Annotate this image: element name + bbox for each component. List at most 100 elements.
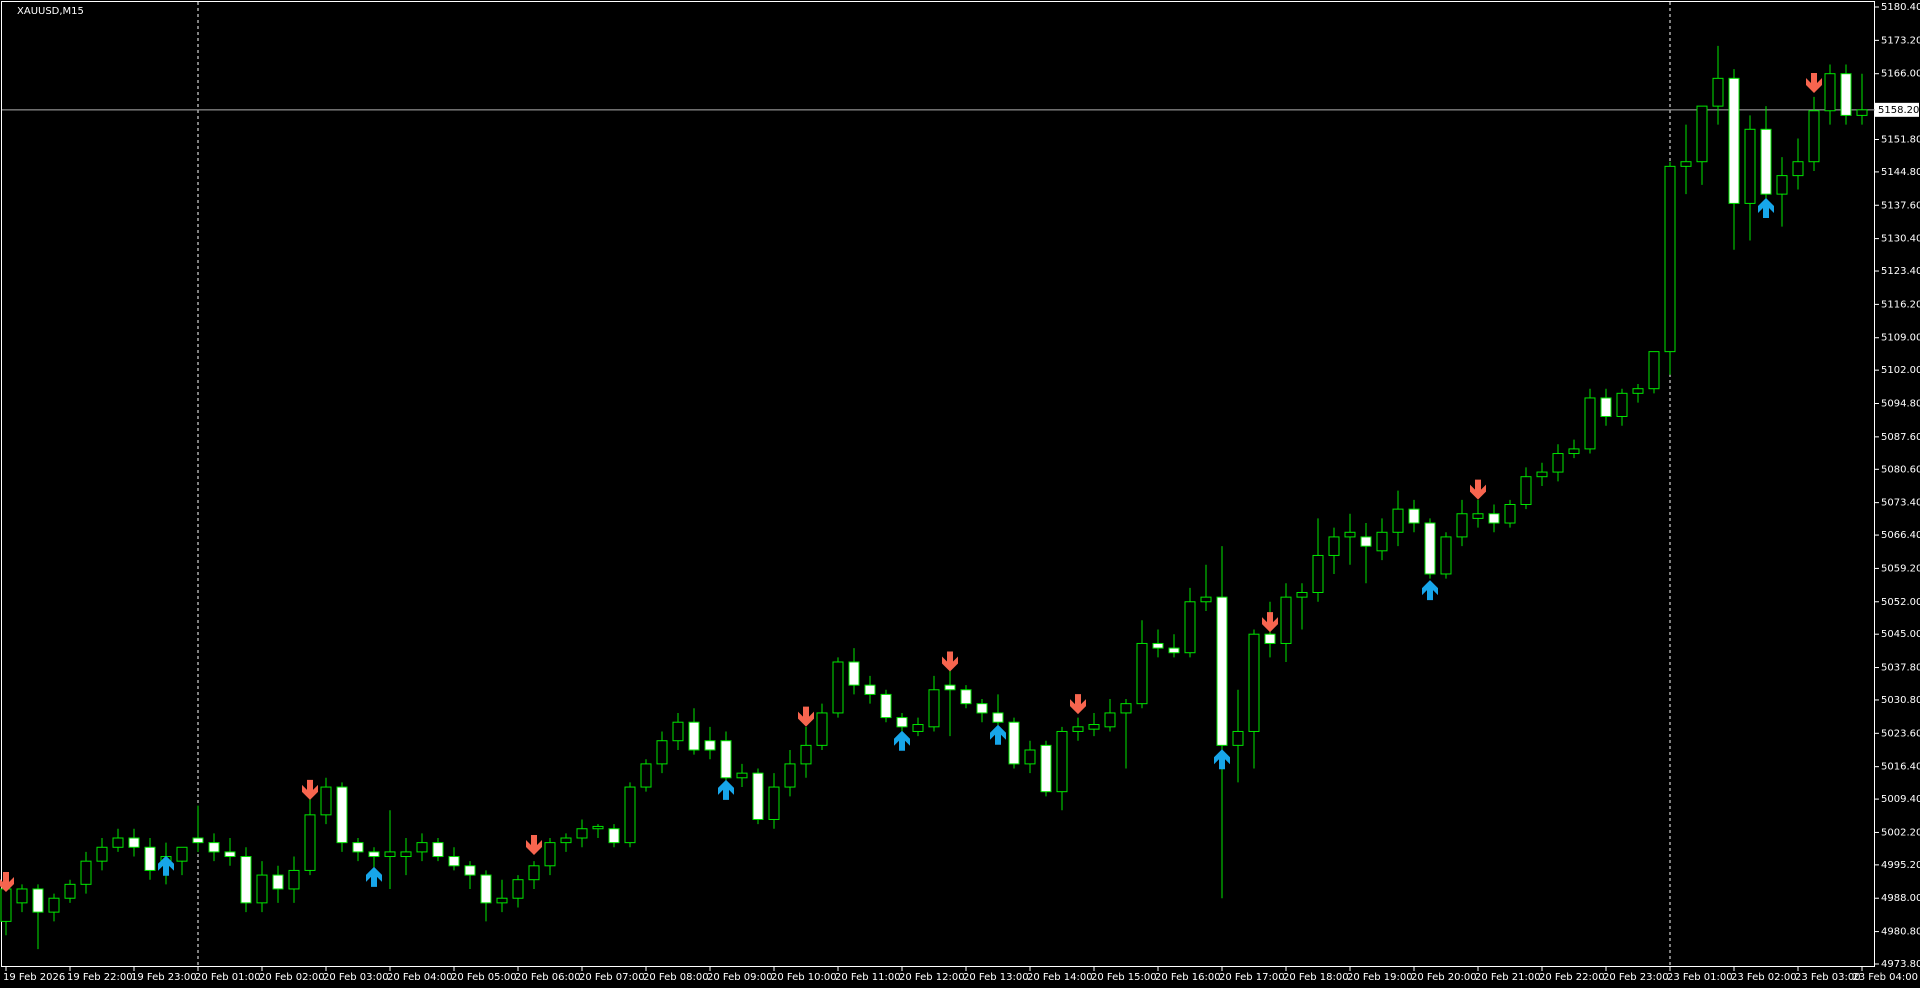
candle-body — [1456, 513, 1468, 538]
candle-body — [1584, 397, 1596, 450]
y-tick-label: 5030.80 — [1881, 695, 1920, 706]
candle-body — [1520, 476, 1532, 505]
x-tick-label: 23 Feb 03:00 — [1795, 972, 1861, 983]
candle-body — [752, 772, 764, 820]
buy-arrow — [718, 779, 734, 800]
buy-arrow — [158, 855, 174, 876]
candle-body — [1056, 730, 1068, 793]
y-tick-label: 5073.40 — [1881, 498, 1920, 509]
candle-body — [880, 693, 892, 719]
y-tick-label: 5094.80 — [1881, 399, 1920, 410]
candle-body — [1712, 77, 1724, 107]
candle-body — [1040, 744, 1052, 793]
candle-body — [176, 846, 188, 862]
sell-arrow — [1070, 694, 1086, 715]
candle-body — [640, 763, 652, 788]
y-tick-label: 5087.60 — [1881, 432, 1920, 443]
candle-body — [768, 786, 780, 820]
candle-body — [1088, 724, 1100, 730]
candle-body — [1680, 161, 1692, 167]
candle-body — [608, 828, 620, 844]
candle-body — [64, 883, 76, 899]
candle-body — [32, 888, 44, 913]
candle-body — [944, 684, 956, 691]
current-price-box — [1875, 102, 1919, 117]
candle-body — [896, 717, 908, 728]
candle-body — [1776, 175, 1788, 195]
candle-body — [1856, 109, 1868, 116]
buy-arrow — [1758, 198, 1774, 219]
candle-body — [80, 860, 92, 885]
y-tick-label: 5144.80 — [1881, 167, 1920, 178]
candle-body — [256, 874, 268, 904]
candle-body — [960, 689, 972, 705]
y-tick-label: 5052.00 — [1881, 597, 1920, 608]
x-tick-label: 20 Feb 04:00 — [387, 972, 453, 983]
chart-title: XAUUSD,M15 — [17, 6, 84, 17]
candle-body — [288, 869, 300, 890]
candle-body — [1824, 73, 1836, 112]
y-tick-label: 5137.60 — [1881, 200, 1920, 211]
candle-body — [1760, 128, 1772, 195]
candle-body — [832, 661, 844, 714]
candle-body — [208, 842, 220, 853]
candle-body — [1536, 471, 1548, 478]
candle-body — [1664, 165, 1676, 353]
candle-body — [352, 842, 364, 853]
candle-body — [1280, 596, 1292, 644]
y-tick-label: 5151.80 — [1881, 134, 1920, 145]
candle-body — [0, 888, 12, 922]
candle-body — [496, 897, 508, 904]
candle-body — [1360, 536, 1372, 547]
x-tick-label: 20 Feb 14:00 — [1027, 972, 1093, 983]
candle-body — [864, 684, 876, 695]
y-tick-label: 5102.00 — [1881, 365, 1920, 376]
candle-body — [48, 897, 60, 913]
candle-body — [144, 846, 156, 871]
y-tick-label: 5123.40 — [1881, 266, 1920, 277]
candle-body — [1648, 351, 1660, 390]
candle-body — [1424, 522, 1436, 575]
x-tick-label: 20 Feb 19:00 — [1347, 972, 1413, 983]
candle-body — [1808, 110, 1820, 163]
y-tick-label: 5130.40 — [1881, 234, 1920, 245]
x-tick-label: 23 Feb 04:00 — [1852, 972, 1918, 983]
x-tick-label: 19 Feb 23:00 — [131, 972, 197, 983]
candle-body — [544, 842, 556, 867]
candle-body — [912, 724, 924, 732]
y-tick-label: 5166.00 — [1881, 69, 1920, 80]
x-tick-label: 20 Feb 05:00 — [451, 972, 517, 983]
candle-body — [384, 851, 396, 858]
candle-body — [1696, 105, 1708, 163]
candle-body — [1728, 77, 1740, 204]
candle-body — [1120, 703, 1132, 714]
x-tick-label: 20 Feb 01:00 — [195, 972, 261, 983]
candle-body — [448, 856, 460, 867]
candle-body — [1392, 508, 1404, 533]
candle-body — [560, 837, 572, 844]
candle-body — [1840, 73, 1852, 116]
y-tick-label: 5045.00 — [1881, 629, 1920, 640]
candle-body — [512, 879, 524, 899]
candle-body — [1232, 730, 1244, 746]
candle-body — [976, 703, 988, 714]
candle-body — [1376, 531, 1388, 552]
sell-arrow — [1262, 612, 1278, 633]
candle-body — [1296, 592, 1308, 598]
candle-body — [1408, 508, 1420, 524]
candle-body — [480, 874, 492, 904]
x-tick-label: 23 Feb 01:00 — [1667, 972, 1733, 983]
candle-body — [1440, 536, 1452, 575]
candle-body — [1008, 721, 1020, 765]
x-tick-label: 20 Feb 18:00 — [1283, 972, 1349, 983]
x-tick-label: 20 Feb 12:00 — [899, 972, 965, 983]
y-tick-label: 4988.00 — [1881, 893, 1920, 904]
x-tick-label: 20 Feb 21:00 — [1475, 972, 1541, 983]
x-tick-label: 20 Feb 02:00 — [259, 972, 325, 983]
candle-body — [624, 786, 636, 844]
candle-body — [464, 865, 476, 876]
candle-body — [528, 865, 540, 881]
y-tick-label: 5059.20 — [1881, 563, 1920, 574]
y-tick-label: 5109.00 — [1881, 333, 1920, 344]
